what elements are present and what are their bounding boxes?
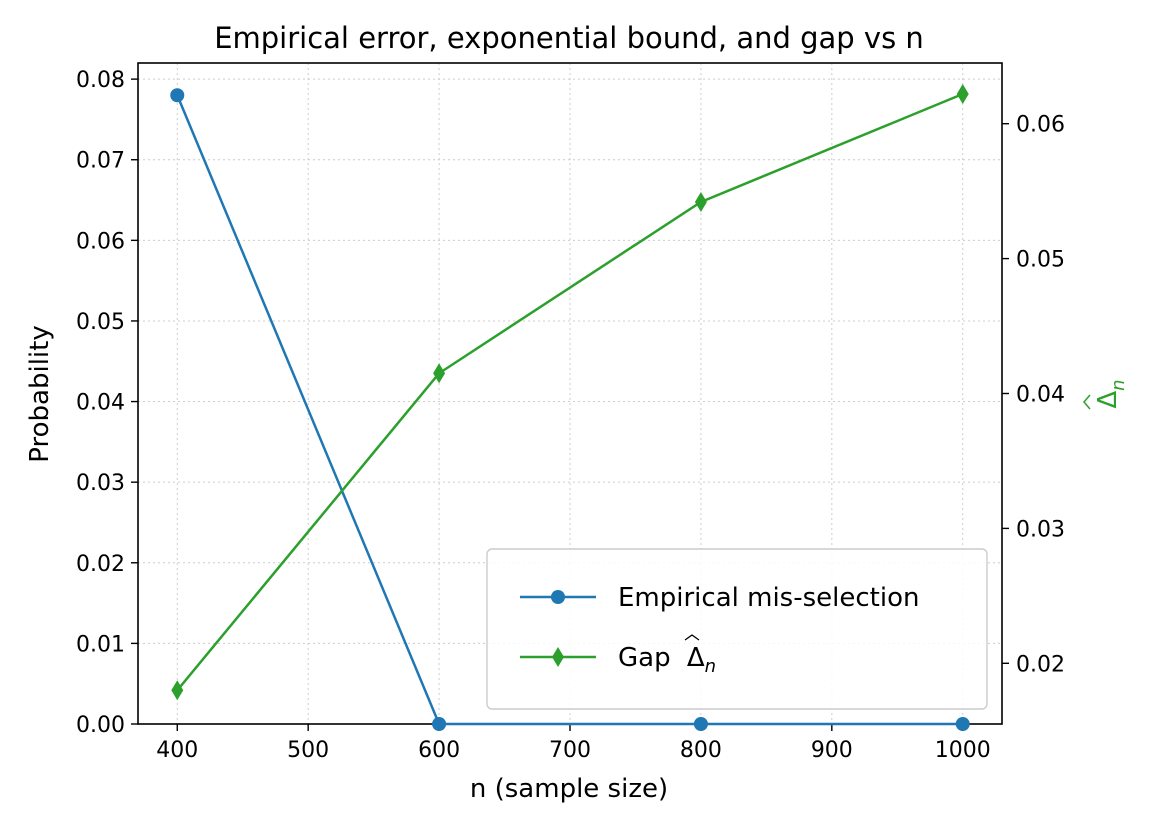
y2-tick-label: 0.06 [1016, 113, 1065, 138]
x-tick-label: 800 [680, 738, 722, 763]
legend-label-gap: Gap Δn [618, 643, 716, 677]
y-tick-label: 0.04 [76, 391, 125, 416]
x-tick-label: 700 [549, 738, 591, 763]
x-tick-label: 900 [811, 738, 853, 763]
y-tick-label: 0.06 [76, 229, 125, 254]
series-line-0 [176, 94, 963, 726]
x-tick-label: 600 [418, 738, 460, 763]
x-tick-label: 500 [287, 738, 329, 763]
y2-tick-label: 0.04 [1016, 383, 1065, 408]
y2-tick-label: 0.05 [1016, 248, 1065, 273]
y-tick-label: 0.02 [76, 552, 125, 577]
series-line-1 [176, 92, 964, 692]
y2-axis-title: Δn [1083, 379, 1129, 410]
y2-tick-label: 0.02 [1016, 652, 1065, 677]
y-tick-label: 0.03 [76, 471, 125, 496]
series-0-point-0 [170, 88, 185, 103]
y-tick-label: 0.01 [76, 632, 125, 657]
series-1-point-2 [694, 191, 707, 212]
svg-text:Δn: Δn [1093, 379, 1129, 408]
y-tick-label: 0.07 [76, 149, 125, 174]
series-0-point-2 [693, 717, 708, 731]
series-1-point-3 [956, 84, 969, 105]
y-axis-title: Probability [25, 325, 55, 462]
legend-marker-empirical [551, 590, 565, 604]
x-axis-title: n (sample size) [470, 774, 668, 804]
y-axis-left: 0.00 0.01 0.02 0.03 0.04 0.05 0.06 0.07 0.08 [76, 68, 138, 738]
y-axis-right: 0.02 0.03 0.04 0.05 0.06 [1002, 113, 1065, 677]
series-1-point-0 [171, 680, 184, 701]
series-0-point-3 [955, 717, 970, 731]
x-tick-label: 1000 [935, 738, 991, 763]
legend-label-empirical: Empirical mis-selection [618, 583, 919, 613]
series-1-point-1 [433, 363, 446, 384]
y-tick-label: 0.08 [76, 68, 125, 93]
y2-tick-label: 0.03 [1016, 517, 1065, 542]
x-axis: 400 500 600 700 800 900 1000 [156, 724, 991, 763]
legend-marker-gap [552, 647, 564, 667]
chart-title: Empirical error, exponential bound, and … [214, 21, 924, 55]
y-tick-label: 0.00 [76, 713, 125, 738]
legend: Empirical mis-selection Gap Δn [486, 548, 988, 710]
y-tick-label: 0.05 [76, 310, 125, 335]
x-tick-label: 400 [156, 738, 198, 763]
series-0-point-1 [432, 717, 447, 731]
series-layer [170, 84, 970, 731]
